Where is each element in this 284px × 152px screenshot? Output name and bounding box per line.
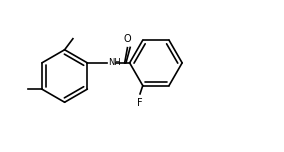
Text: O: O (124, 34, 131, 43)
Text: NH: NH (108, 58, 121, 67)
Text: F: F (137, 98, 143, 108)
